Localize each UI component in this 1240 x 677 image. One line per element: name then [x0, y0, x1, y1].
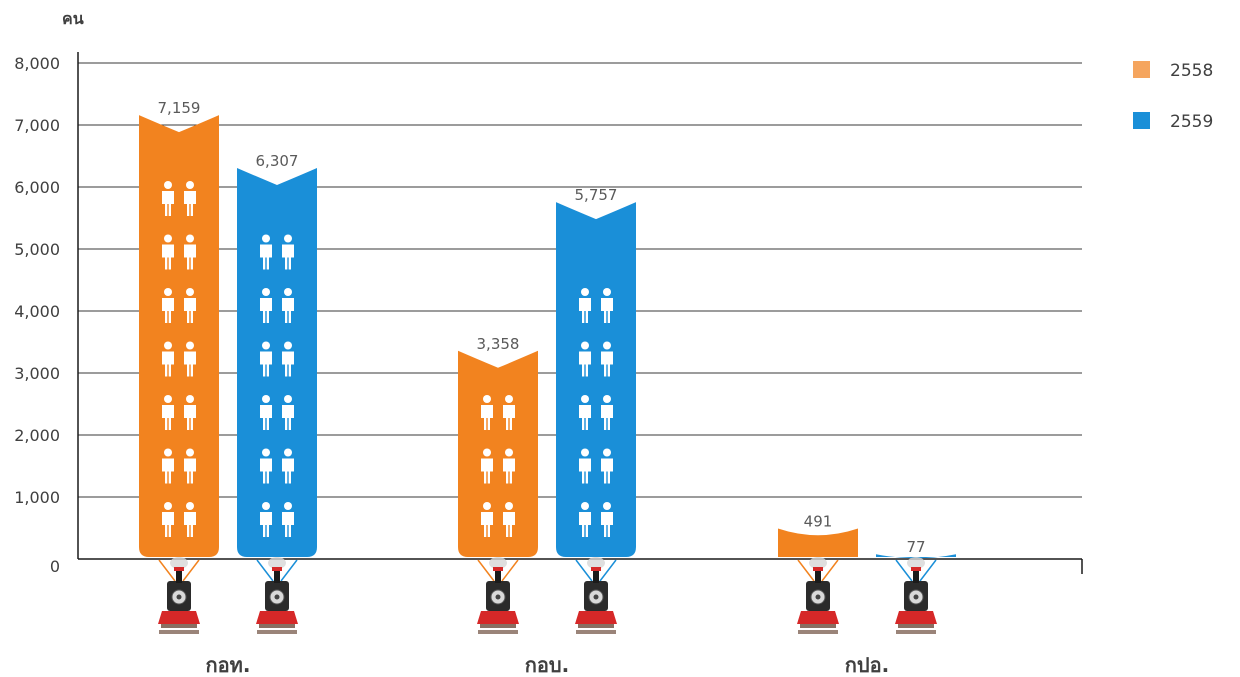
person-pair-icon: [481, 448, 515, 484]
train-icon: [575, 557, 617, 634]
bar-2559-1: [556, 202, 636, 558]
person-pair-icon: [579, 502, 613, 537]
y-tick-label: 5,000: [14, 240, 60, 259]
y-tick-label: 6,000: [14, 178, 60, 197]
person-pair-icon: [162, 234, 196, 270]
y-tick-label: 0: [50, 557, 60, 576]
y-tick-label: 8,000: [14, 54, 60, 73]
legend-swatch-2559: [1133, 112, 1150, 129]
y-tick-label: 4,000: [14, 302, 60, 321]
person-pair-icon: [481, 395, 515, 430]
data-label: 6,307: [256, 152, 299, 170]
category-label: กอบ.: [525, 653, 569, 677]
person-pair-icon: [260, 234, 294, 270]
person-pair-icon: [579, 288, 613, 323]
person-pair-icon: [579, 395, 613, 430]
data-labels: 7,159 6,307 3,358 5,757 491 77: [158, 99, 926, 556]
y-axis-unit-label: คน: [62, 9, 84, 28]
y-tick-label: 2,000: [14, 426, 60, 445]
person-pair-icon: [260, 395, 294, 430]
train-icon: [797, 557, 839, 634]
data-label: 77: [906, 538, 925, 556]
person-pair-icon: [260, 502, 294, 537]
person-pair-icon: [162, 448, 196, 484]
legend-label-2558: 2558: [1170, 61, 1213, 81]
train-icon: [895, 557, 937, 634]
person-pair-icon: [579, 341, 613, 377]
train-icon: [256, 557, 298, 634]
train-icons: [158, 557, 937, 634]
person-pair-icon: [260, 288, 294, 323]
person-pair-icon: [260, 448, 294, 484]
category-label: กปอ.: [845, 653, 889, 677]
legend-label-2559: 2559: [1170, 112, 1213, 132]
data-label: 3,358: [477, 335, 520, 353]
y-tick-label: 3,000: [14, 364, 60, 383]
person-pair-icon: [481, 502, 515, 537]
legend-swatch-2558: [1133, 61, 1150, 78]
y-tick-label: 7,000: [14, 116, 60, 135]
bars: [139, 115, 956, 559]
train-icon: [477, 557, 519, 634]
train-icon: [158, 557, 200, 634]
category-label: กอท.: [206, 653, 251, 677]
bar-2558-1: [458, 350, 538, 557]
person-pair-icon: [260, 341, 294, 377]
y-tick-labels: 0 1,000 2,000 3,000 4,000 5,000 6,000 7,000 8,00…: [14, 54, 60, 576]
bar-2559-2: [876, 554, 956, 559]
person-pair-icon: [162, 395, 196, 430]
person-pair-icon: [162, 502, 196, 537]
legend: 2558 2559: [1133, 61, 1213, 132]
person-pair-icon: [162, 288, 196, 323]
person-pair-icon: [162, 341, 196, 377]
bar-2558-2: [778, 528, 858, 557]
data-label: 5,757: [575, 186, 618, 204]
category-labels: กอท. กอบ. กปอ.: [206, 653, 890, 677]
bar-2559-0: [237, 167, 317, 557]
person-pair-icon: [579, 448, 613, 484]
data-label: 491: [804, 513, 833, 531]
person-pair-icon: [162, 181, 196, 216]
bar-2558-0: [139, 115, 219, 557]
y-tick-label: 1,000: [14, 488, 60, 507]
data-label: 7,159: [158, 99, 201, 117]
